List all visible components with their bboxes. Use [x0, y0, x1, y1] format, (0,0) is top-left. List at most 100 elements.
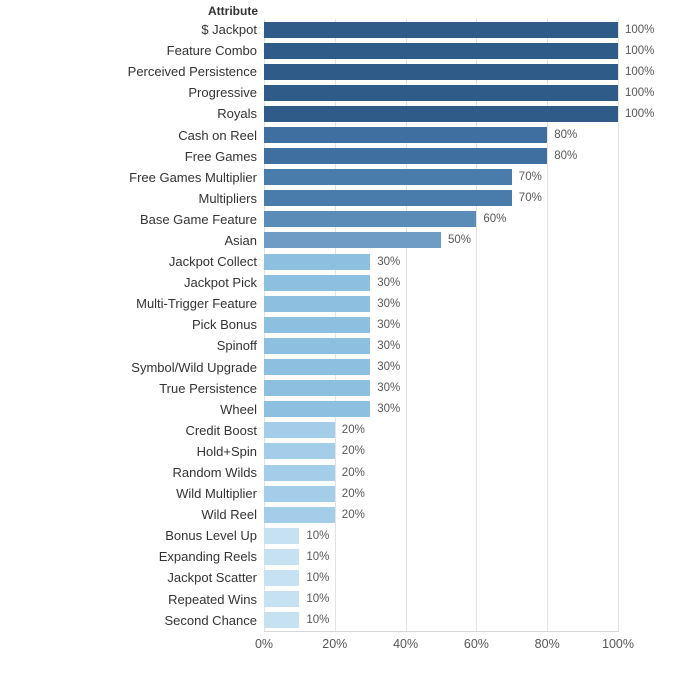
category-label: Wheel	[220, 401, 257, 417]
category-label: Multi-Trigger Feature	[136, 296, 257, 312]
bar-mark[interactable]	[264, 274, 371, 291]
bar-row: $ Jackpot 100%	[0, 19, 679, 40]
bar-row: Base Game Feature 60%	[0, 209, 679, 230]
value-label: 100%	[625, 107, 655, 120]
bar-row: Multipliers 70%	[0, 188, 679, 209]
plot-cell: 60%	[264, 211, 679, 228]
category-label: Multipliers	[198, 190, 257, 206]
bar-mark[interactable]	[264, 316, 371, 333]
bar-mark[interactable]	[264, 548, 300, 565]
bar-row: Jackpot Collect 30%	[0, 251, 679, 272]
bar-mark[interactable]	[264, 127, 548, 144]
bar-row: Random Wilds 20%	[0, 462, 679, 483]
bar-mark[interactable]	[264, 485, 335, 502]
bar-mark[interactable]	[264, 359, 371, 376]
value-label: 20%	[341, 424, 365, 437]
bar-mark[interactable]	[264, 232, 441, 249]
plot-cell: 20%	[264, 422, 679, 439]
bar-mark[interactable]	[264, 527, 300, 544]
bar-mark[interactable]	[264, 464, 335, 481]
value-label: 30%	[377, 339, 401, 352]
value-label: 10%	[306, 614, 330, 627]
category-label: Jackpot Pick	[184, 275, 257, 291]
bar-mark[interactable]	[264, 253, 371, 270]
category-label: Feature Combo	[166, 43, 257, 59]
value-label: 20%	[341, 487, 365, 500]
bar-row: Credit Boost 20%	[0, 420, 679, 441]
bar-mark[interactable]	[264, 443, 335, 460]
bar-mark[interactable]	[264, 169, 512, 186]
bar-mark[interactable]	[264, 211, 477, 228]
x-tick-label: 100%	[602, 637, 634, 651]
category-label: Spinoff	[216, 338, 257, 354]
x-tick-label: 40%	[393, 637, 419, 651]
bar-row: Feature Combo 100%	[0, 40, 679, 61]
x-tick-label: 60%	[463, 637, 489, 651]
value-label: 20%	[341, 466, 365, 479]
category-label: Hold+Spin	[196, 443, 257, 459]
value-label: 100%	[625, 65, 655, 78]
category-label: Random Wilds	[172, 465, 257, 481]
bar-mark[interactable]	[264, 295, 371, 312]
value-label: 20%	[341, 508, 365, 521]
category-label: Perceived Persistence	[127, 64, 257, 80]
value-label: 30%	[377, 361, 401, 374]
category-label: Pick Bonus	[191, 317, 257, 333]
plot-cell: 20%	[264, 506, 679, 523]
value-label: 60%	[483, 213, 507, 226]
bar-mark[interactable]	[264, 422, 335, 439]
bar-row: Bonus Level Up 10%	[0, 525, 679, 546]
bar-mark[interactable]	[264, 591, 300, 608]
bar-mark[interactable]	[264, 401, 371, 418]
category-label: True Persistence	[159, 380, 257, 396]
category-label: Wild Reel	[201, 507, 257, 523]
category-label: Jackpot Scatter	[167, 570, 257, 586]
bar-mark[interactable]	[264, 105, 618, 122]
category-label: Bonus Level Up	[165, 528, 257, 544]
value-label: 30%	[377, 276, 401, 289]
plot-cell: 100%	[264, 42, 679, 59]
bar-mark[interactable]	[264, 506, 335, 523]
plot-cell: 30%	[264, 380, 679, 397]
value-label: 70%	[518, 192, 542, 205]
category-label: Royals	[217, 106, 257, 122]
bar-mark[interactable]	[264, 42, 618, 59]
bar-mark[interactable]	[264, 569, 300, 586]
category-label: Credit Boost	[185, 422, 257, 438]
value-label: 30%	[377, 297, 401, 310]
plot-cell: 10%	[264, 612, 679, 629]
value-label: 80%	[554, 150, 578, 163]
plot-cell: 10%	[264, 591, 679, 608]
x-axis-line	[264, 631, 619, 632]
category-label: Base Game Feature	[139, 211, 257, 227]
gridline-60	[476, 19, 478, 631]
bar-mark[interactable]	[264, 337, 371, 354]
x-tick-label: 80%	[534, 637, 560, 651]
bar-mark[interactable]	[264, 148, 548, 165]
value-label: 80%	[554, 129, 578, 142]
bar-row: Second Chance 10%	[0, 610, 679, 631]
plot-cell: 30%	[264, 337, 679, 354]
plot-cell: 100%	[264, 21, 679, 38]
plot-cell: 100%	[264, 84, 679, 101]
x-tick-label: 20%	[322, 637, 348, 651]
category-label: Free Games	[184, 148, 257, 164]
bar-mark[interactable]	[264, 84, 618, 101]
bar-mark[interactable]	[264, 63, 618, 80]
bar-mark[interactable]	[264, 612, 300, 629]
bar-row: Progressive 100%	[0, 82, 679, 103]
bar-mark[interactable]	[264, 380, 371, 397]
bar-mark[interactable]	[264, 21, 618, 38]
gridline-100	[618, 19, 619, 631]
bar-row: Repeated Wins 10%	[0, 589, 679, 610]
plot-cell: 10%	[264, 569, 679, 586]
value-label: 10%	[306, 593, 330, 606]
plot-cell: 30%	[264, 316, 679, 333]
plot-cell: 10%	[264, 527, 679, 544]
bar-mark[interactable]	[264, 190, 512, 207]
plot-cell: 30%	[264, 274, 679, 291]
plot-cell: 70%	[264, 190, 679, 207]
gridline-80	[547, 19, 549, 631]
category-label: Expanding Reels	[158, 549, 257, 565]
